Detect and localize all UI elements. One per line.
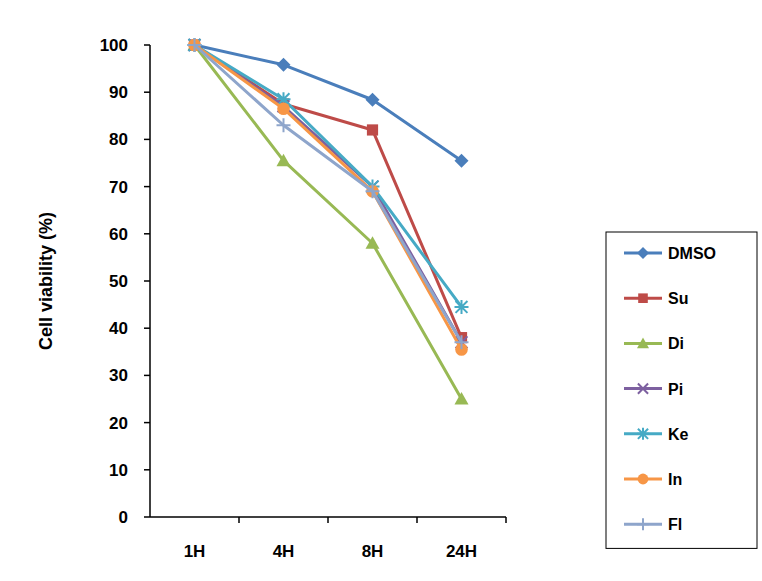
x-tick-label: 24H <box>446 542 477 561</box>
y-tick <box>144 44 150 46</box>
marker <box>367 124 378 135</box>
y-tick-label: 30 <box>109 366 128 385</box>
series-line <box>195 45 462 349</box>
legend-label: DMSO <box>668 245 716 262</box>
x-tick <box>327 517 329 523</box>
y-tick <box>144 280 150 282</box>
y-tick <box>144 516 150 518</box>
legend-label: Su <box>668 290 688 307</box>
x-tick-label: 8H <box>362 542 384 561</box>
y-tick-label: 100 <box>100 36 128 55</box>
y-tick <box>144 422 150 424</box>
series-line <box>195 45 462 342</box>
marker <box>637 518 649 530</box>
legend-label: Fl <box>668 516 682 533</box>
marker <box>455 335 469 349</box>
y-tick-label: 60 <box>109 225 128 244</box>
marker <box>277 154 291 167</box>
marker <box>455 300 469 314</box>
y-tick-label: 90 <box>109 83 128 102</box>
marker <box>366 93 380 107</box>
marker <box>366 184 380 198</box>
marker <box>637 247 649 259</box>
legend: DMSO Su Di Pi Ke In Fl <box>606 232 757 548</box>
y-tick-label: 10 <box>109 461 128 480</box>
plot-area <box>188 38 469 405</box>
marker <box>366 236 380 249</box>
y-tick <box>144 327 150 329</box>
marker <box>638 474 649 485</box>
marker <box>188 38 202 52</box>
y-tick-label: 0 <box>119 508 128 527</box>
y-tick-label: 20 <box>109 414 128 433</box>
y-tick <box>144 186 150 188</box>
legend-label: Ke <box>668 426 689 443</box>
x-tick-label: 1H <box>184 542 206 561</box>
x-tick <box>238 517 240 523</box>
y-tick <box>144 233 150 235</box>
x-tick <box>505 517 507 523</box>
y-tick <box>144 91 150 93</box>
legend-box <box>606 232 757 548</box>
series-line <box>195 45 462 399</box>
x-tick <box>416 517 418 523</box>
x-tick-label: 4H <box>273 542 295 561</box>
y-tick <box>144 139 150 141</box>
legend-label: Pi <box>668 381 683 398</box>
marker <box>638 293 648 303</box>
series-line <box>195 45 462 342</box>
marker <box>637 337 649 348</box>
legend-label: Di <box>668 335 684 352</box>
y-tick-label: 70 <box>109 178 128 197</box>
marker <box>277 58 291 72</box>
y-tick <box>144 375 150 377</box>
marker <box>638 384 648 394</box>
legend-label: In <box>668 471 682 488</box>
y-tick <box>144 469 150 471</box>
marker <box>277 102 290 115</box>
series-line <box>195 45 462 338</box>
marker <box>455 392 469 405</box>
y-tick-label: 50 <box>109 272 128 291</box>
y-tick-label: 80 <box>109 130 128 149</box>
y-tick-label: 40 <box>109 319 128 338</box>
series-line <box>195 45 462 307</box>
marker <box>455 154 469 168</box>
chart: 0 10 20 30 40 50 60 70 80 90 100 1H 4H 8H 24H Cell viab… <box>0 0 762 581</box>
y-axis-label: Cell viability (%) <box>36 212 56 350</box>
marker <box>637 428 649 440</box>
marker <box>277 118 291 132</box>
